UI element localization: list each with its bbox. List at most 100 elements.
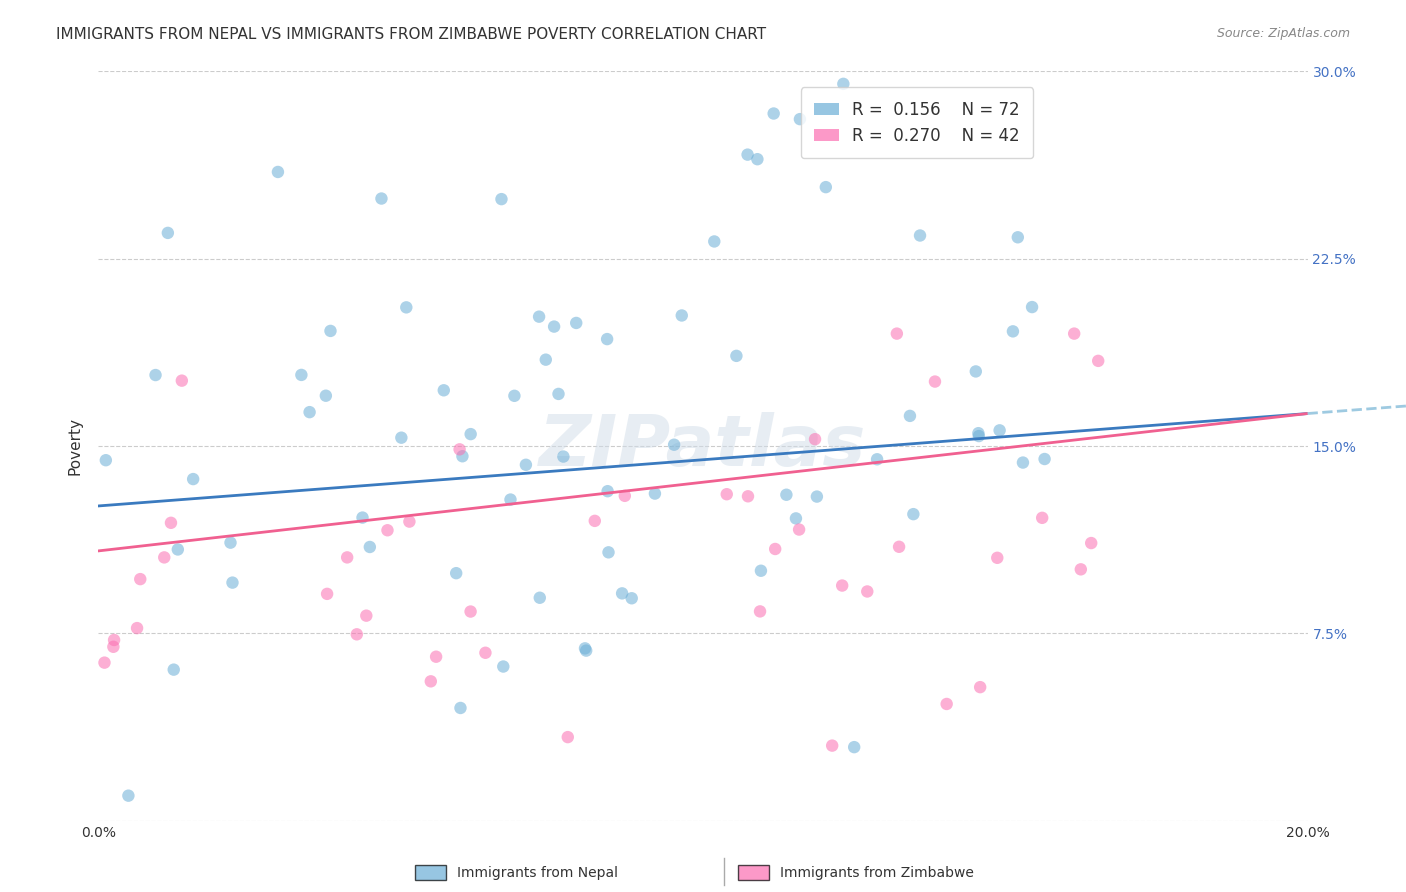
Point — [515, 458, 537, 472]
Point — [529, 591, 551, 605]
Point — [1031, 511, 1053, 525]
Point — [898, 409, 921, 423]
Point — [1033, 452, 1056, 467]
Point — [219, 535, 242, 549]
Point — [886, 326, 908, 341]
Point — [377, 523, 399, 537]
Point — [785, 511, 807, 525]
Point — [474, 646, 496, 660]
Point — [398, 515, 420, 529]
Point — [1070, 562, 1092, 576]
Point — [814, 180, 837, 194]
Point — [557, 730, 579, 744]
Point — [221, 575, 243, 590]
Point — [969, 680, 991, 694]
Point — [613, 489, 636, 503]
Point — [749, 564, 772, 578]
Point — [762, 106, 785, 120]
Point — [290, 368, 312, 382]
Point — [986, 550, 1008, 565]
Point — [460, 427, 482, 442]
Legend: R =  0.156    N = 72, R =  0.270    N = 42: R = 0.156 N = 72, R = 0.270 N = 42 — [800, 87, 1033, 158]
Point — [181, 472, 204, 486]
Point — [821, 739, 844, 753]
Point — [565, 316, 588, 330]
Point — [620, 591, 643, 606]
Point — [346, 627, 368, 641]
Point — [763, 541, 786, 556]
Point — [370, 192, 392, 206]
Point — [170, 374, 193, 388]
Point — [935, 697, 957, 711]
Point — [789, 112, 811, 127]
Point — [831, 578, 853, 592]
Point — [610, 586, 633, 600]
Point — [804, 432, 827, 446]
Point — [449, 442, 471, 457]
Point — [129, 572, 152, 586]
Point — [316, 587, 339, 601]
Point — [491, 192, 513, 206]
Point — [547, 387, 569, 401]
Point — [806, 490, 828, 504]
Point — [856, 584, 879, 599]
Text: Source: ZipAtlas.com: Source: ZipAtlas.com — [1216, 27, 1350, 40]
Point — [1001, 324, 1024, 338]
Point — [389, 431, 412, 445]
Point — [336, 550, 359, 565]
Point — [553, 450, 575, 464]
Point — [1080, 536, 1102, 550]
Point — [527, 310, 550, 324]
Point — [433, 384, 456, 398]
Point — [451, 449, 474, 463]
Point — [775, 488, 797, 502]
Point — [460, 605, 482, 619]
Point — [543, 319, 565, 334]
Point — [832, 77, 855, 91]
Point — [787, 523, 810, 537]
Text: IMMIGRANTS FROM NEPAL VS IMMIGRANTS FROM ZIMBABWE POVERTY CORRELATION CHART: IMMIGRANTS FROM NEPAL VS IMMIGRANTS FROM… — [56, 27, 766, 42]
Point — [866, 452, 889, 467]
Point — [575, 643, 598, 657]
Point — [103, 632, 125, 647]
Point — [503, 389, 526, 403]
Point — [903, 507, 925, 521]
Point — [163, 663, 186, 677]
Text: Immigrants from Nepal: Immigrants from Nepal — [457, 866, 619, 880]
Point — [298, 405, 321, 419]
Point — [908, 228, 931, 243]
Point — [1087, 354, 1109, 368]
Point — [749, 604, 772, 618]
Point — [425, 649, 447, 664]
Point — [444, 566, 467, 581]
Point — [1021, 300, 1043, 314]
Point — [352, 510, 374, 524]
Point — [737, 489, 759, 503]
Point — [583, 514, 606, 528]
Point — [596, 332, 619, 346]
Point — [160, 516, 183, 530]
Point — [319, 324, 342, 338]
Point — [125, 621, 148, 635]
Point — [419, 674, 441, 689]
Point — [534, 352, 557, 367]
Point — [887, 540, 910, 554]
Point — [153, 550, 176, 565]
Point — [315, 389, 337, 403]
Point — [725, 349, 748, 363]
Y-axis label: Poverty: Poverty — [67, 417, 83, 475]
Point — [644, 486, 666, 500]
Point — [716, 487, 738, 501]
Point — [924, 375, 946, 389]
Point — [117, 789, 139, 803]
Text: ZIPatlas: ZIPatlas — [540, 411, 866, 481]
Point — [499, 492, 522, 507]
Point — [967, 429, 990, 443]
Point — [671, 309, 693, 323]
Point — [356, 608, 378, 623]
Point — [1007, 230, 1029, 244]
Point — [492, 659, 515, 673]
Point — [395, 301, 418, 315]
Point — [662, 438, 685, 452]
Point — [93, 656, 115, 670]
